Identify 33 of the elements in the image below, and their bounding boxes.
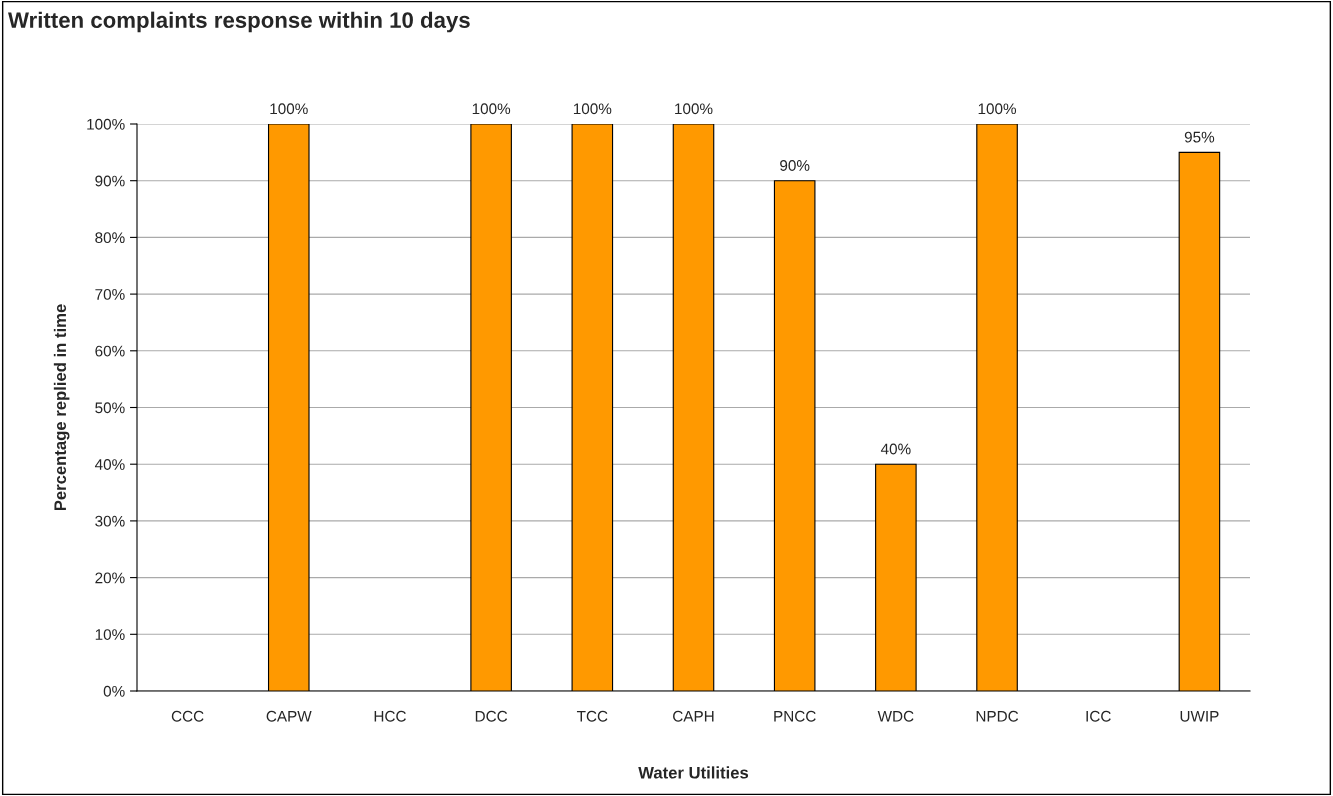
y-tick-label: 100%: [87, 118, 125, 130]
x-tick-label: WDC: [877, 710, 914, 722]
x-tick-label: PNCC: [774, 710, 816, 722]
x-tick-label: ICC: [1086, 710, 1111, 722]
data-label: 95%: [1184, 131, 1215, 143]
data-label: 90%: [780, 160, 810, 171]
y-tick-label: 20%: [95, 572, 125, 584]
data-label: 100%: [270, 103, 308, 115]
x-tick-label: TCC: [576, 710, 608, 722]
y-tick-label: 80%: [95, 232, 125, 244]
chart-title: Written complaints response within 10 days: [8, 11, 470, 33]
x-tick-label: HCC: [374, 710, 406, 722]
data-label: 100%: [472, 103, 511, 115]
data-label: 40%: [880, 443, 911, 455]
x-tick-label: CAPW: [266, 710, 312, 722]
x-tick-label: NPDC: [976, 710, 1019, 722]
y-tick-label: 50%: [95, 402, 125, 414]
y-tick-label: 10%: [95, 629, 125, 640]
y-tick-label: 60%: [95, 345, 125, 357]
y-tick-label: 0%: [103, 685, 125, 697]
data-label: 100%: [573, 103, 612, 115]
y-axis-title: Percentage replied in time: [53, 304, 70, 511]
data-label: 100%: [675, 103, 713, 115]
x-tick-label: DCC: [475, 710, 508, 722]
x-tick-label: CAPH: [673, 710, 714, 722]
x-axis-title: Water Utilities: [638, 766, 749, 779]
y-tick-label: 40%: [94, 459, 125, 470]
y-tick-label: 70%: [95, 288, 125, 300]
data-label: 100%: [978, 103, 1017, 115]
x-tick-label: CCC: [171, 710, 204, 722]
x-tick-label: UWIP: [1180, 711, 1219, 722]
y-tick-label: 90%: [95, 175, 125, 187]
y-tick-label: 30%: [95, 515, 125, 527]
